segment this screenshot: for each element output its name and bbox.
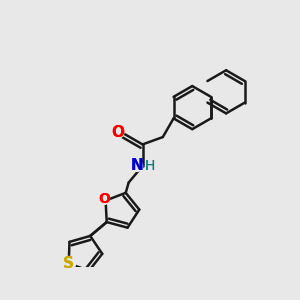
Circle shape (62, 256, 76, 270)
Text: N: N (131, 158, 143, 173)
Text: S: S (63, 256, 74, 271)
Text: O: O (98, 192, 110, 206)
Text: N: N (131, 158, 143, 173)
Text: O: O (111, 124, 124, 140)
Text: H: H (145, 159, 155, 173)
Circle shape (146, 161, 155, 171)
Text: H: H (145, 159, 155, 173)
Circle shape (99, 194, 110, 204)
Text: O: O (111, 124, 124, 140)
Text: S: S (63, 256, 74, 271)
Circle shape (132, 160, 142, 171)
Circle shape (112, 126, 124, 138)
Text: O: O (98, 192, 110, 206)
